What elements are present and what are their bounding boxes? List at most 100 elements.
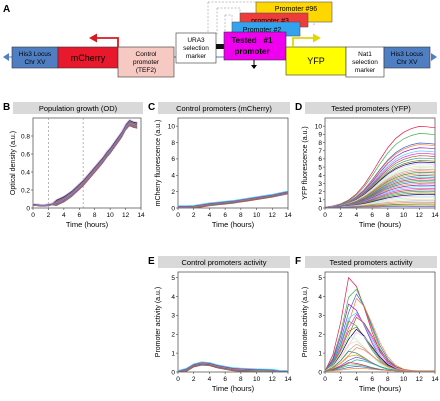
- x-tick-label: 2: [339, 376, 343, 383]
- stack-guide-lines: [207, 1, 256, 34]
- y-tick-label: 0: [26, 205, 30, 212]
- mcherry-arrow-line: [96, 37, 119, 47]
- x-tick-label: 14: [431, 376, 439, 383]
- x-tick-label: 14: [137, 212, 145, 219]
- promoter-stack: Promoter #96 · · · promoter #3 Promoter …: [207, 1, 333, 37]
- series-line: [325, 367, 435, 372]
- series-line: [178, 364, 288, 372]
- plot-area: [177, 271, 289, 373]
- mcherry-label: mCherry: [71, 53, 106, 63]
- yfp-arrow-icon: [313, 33, 321, 43]
- y-tick-label: 6: [171, 156, 175, 163]
- panel-letter-a: A: [3, 4, 10, 15]
- promoter-96-label: Promoter #96: [275, 6, 318, 13]
- series-group: [33, 118, 138, 207]
- panel-title: Control promoters (mCherry): [176, 104, 272, 113]
- x-tick-label: 6: [370, 212, 374, 219]
- panel-title: Tested promoters activity: [330, 258, 413, 267]
- y-tick-label: 4: [171, 173, 175, 180]
- x-tick-label: 4: [62, 212, 66, 219]
- y-axis-label: mCherry fluorescence (a.u.): [155, 120, 162, 207]
- tested-label: Tested: [231, 36, 256, 45]
- x-axis-label: Time (hours): [66, 220, 109, 229]
- tested-down-arrow-icon: [251, 65, 257, 69]
- his3-left-label-2: Chr XV: [25, 59, 47, 66]
- mcherry-arrow-icon: [89, 33, 97, 43]
- y-tick-label: 9: [318, 132, 322, 139]
- panel-title: Population growth (OD): [39, 104, 118, 113]
- y-tick-label: 7: [318, 148, 322, 155]
- y-tick-label: 0: [318, 205, 322, 212]
- y-tick-label: 3: [318, 181, 322, 188]
- series-line: [178, 190, 288, 207]
- panel-title: Tested promoters (YFP): [331, 104, 411, 113]
- x-tick-label: 8: [239, 376, 243, 383]
- tested-number-label: #1: [264, 36, 273, 45]
- y-tick-label: 8: [318, 140, 322, 147]
- y-tick-label: 2: [318, 332, 322, 339]
- right-arrowhead-icon: [431, 53, 437, 61]
- series-line: [325, 206, 435, 208]
- nat1-label-3: marker: [355, 67, 376, 74]
- promoter-3-label: promoter #3: [251, 18, 289, 25]
- y-tick-label: 5: [318, 164, 322, 171]
- y-tick-label: 3: [318, 313, 322, 320]
- x-tick-label: 6: [223, 212, 227, 219]
- his3-right-label-1: His3 Locus: [391, 51, 424, 58]
- y-tick-label: 1: [171, 350, 175, 357]
- y-tick-label: 0.2: [21, 187, 30, 194]
- x-tick-label: 10: [253, 376, 261, 383]
- x-tick-label: 2: [192, 212, 196, 219]
- series-line: [178, 192, 288, 208]
- series-line: [178, 361, 288, 372]
- x-tick-label: 10: [253, 212, 261, 219]
- y-tick-label: 0: [171, 369, 175, 376]
- his3-right-block: [383, 46, 431, 69]
- y-tick-label: 5: [171, 275, 175, 282]
- x-tick-label: 4: [208, 212, 212, 219]
- panel-title-bar: [158, 102, 290, 114]
- x-tick-label: 8: [386, 376, 390, 383]
- x-tick-label: 4: [355, 376, 359, 383]
- x-tick-label: 14: [284, 376, 292, 383]
- yfp-arrow-line: [292, 37, 314, 47]
- series-group: [325, 276, 435, 372]
- x-tick-label: 2: [47, 212, 51, 219]
- his3-right-label-2: Chr XV: [397, 59, 419, 66]
- panel-title-bar: [305, 256, 437, 268]
- series-line: [325, 133, 435, 208]
- panel-title-bar: [13, 102, 143, 114]
- control-promoter-label-1: Control: [136, 51, 158, 58]
- x-tick-label: 10: [400, 376, 408, 383]
- x-tick-label: 0: [176, 212, 180, 219]
- x-axis-label: Time (hours): [212, 384, 255, 393]
- x-tick-label: 12: [269, 376, 277, 383]
- y-tick-label: 6: [318, 156, 322, 163]
- series-line: [178, 191, 288, 207]
- x-tick-label: 8: [386, 212, 390, 219]
- panel-letter-d: D: [295, 102, 302, 113]
- y-axis-label: Promoter activity (a.u.): [155, 287, 162, 357]
- panel-title-bar: [305, 102, 437, 114]
- plot-area: [177, 117, 289, 209]
- x-tick-label: 6: [223, 376, 227, 383]
- y-axis-label: YFP fluorescence (a.u.): [302, 126, 309, 199]
- x-axis-label: Time (hours): [359, 220, 402, 229]
- series-line: [33, 118, 138, 205]
- control-promoter-label-3: (TEF2): [136, 67, 156, 74]
- promoter-2-label: Promoter #2: [243, 27, 282, 34]
- nat1-label-2: selection: [352, 59, 378, 66]
- x-tick-label: 0: [323, 376, 327, 383]
- x-tick-label: 0: [176, 376, 180, 383]
- x-tick-label: 0: [31, 212, 35, 219]
- control-promoter-block: [117, 46, 175, 78]
- nat1-label-1: Nat1: [358, 51, 372, 58]
- ura3-block: [175, 32, 217, 64]
- panel-c: C Control promoters (mCherry) 0 2 4 6 8 10 12 14 0…: [148, 102, 292, 229]
- y-tick-label: 10: [315, 123, 323, 130]
- series-group: [325, 126, 435, 208]
- x-tick-label: 4: [355, 212, 359, 219]
- y-tick-label: 8: [171, 140, 175, 147]
